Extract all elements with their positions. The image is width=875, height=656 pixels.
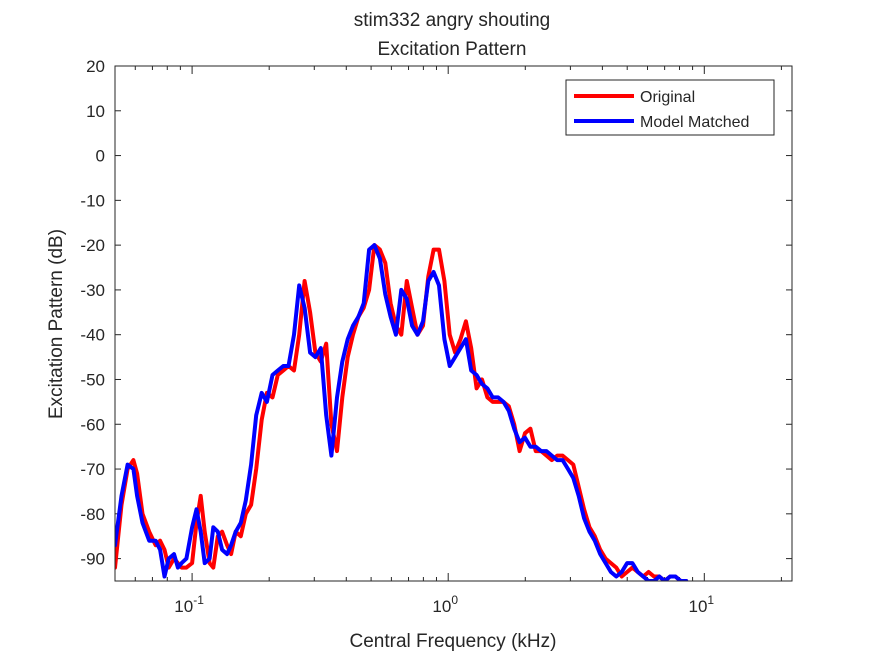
x-tick-label-base: 10: [174, 597, 193, 616]
y-tick-label: 20: [86, 57, 105, 76]
plot-area: [115, 66, 792, 581]
x-tick-label-exponent: 1: [707, 593, 714, 607]
chart-subtitle: Excitation Pattern: [378, 39, 527, 60]
series-layer: [115, 243, 689, 581]
series-line-model-matched: [115, 243, 689, 581]
y-tick-label: -50: [80, 370, 105, 389]
x-tick-label: 100: [432, 593, 458, 616]
x-axis-label: Central Frequency (kHz): [350, 631, 557, 652]
y-axis-ticks: 20 10 0 -10 -20 -30 -40 -50 -60 -70 -80 -90: [80, 57, 792, 569]
x-axis-ticks: 10-1 100 101: [134, 66, 782, 616]
chart-title: stim332 angry shouting: [354, 10, 550, 31]
x-tick-label-exponent: -1: [193, 593, 204, 607]
y-tick-label: -90: [80, 550, 105, 569]
y-tick-label: -70: [80, 460, 105, 479]
y-tick-label: -20: [80, 236, 105, 255]
plot-frame: [114, 65, 793, 582]
x-tick-label-base: 10: [432, 597, 451, 616]
y-axis-label: Excitation Pattern (dB): [46, 229, 67, 419]
y-tick-label: -40: [80, 326, 105, 345]
x-tick-label: 101: [688, 593, 714, 616]
x-tick-label-exponent: 0: [451, 593, 458, 607]
x-tick-label: 10-1: [174, 593, 204, 616]
y-tick-label: 10: [86, 102, 105, 121]
legend-label: Original: [640, 89, 695, 106]
y-tick-label: -80: [80, 505, 105, 524]
y-tick-label: 0: [96, 147, 105, 166]
y-tick-label: -10: [80, 191, 105, 210]
y-tick-label: -60: [80, 415, 105, 434]
y-tick-label: -30: [80, 281, 105, 300]
legend-label: Model Matched: [640, 114, 749, 131]
x-tick-label-base: 10: [688, 597, 707, 616]
legend: Original Model Matched: [565, 79, 775, 136]
legend-box: [565, 79, 775, 136]
